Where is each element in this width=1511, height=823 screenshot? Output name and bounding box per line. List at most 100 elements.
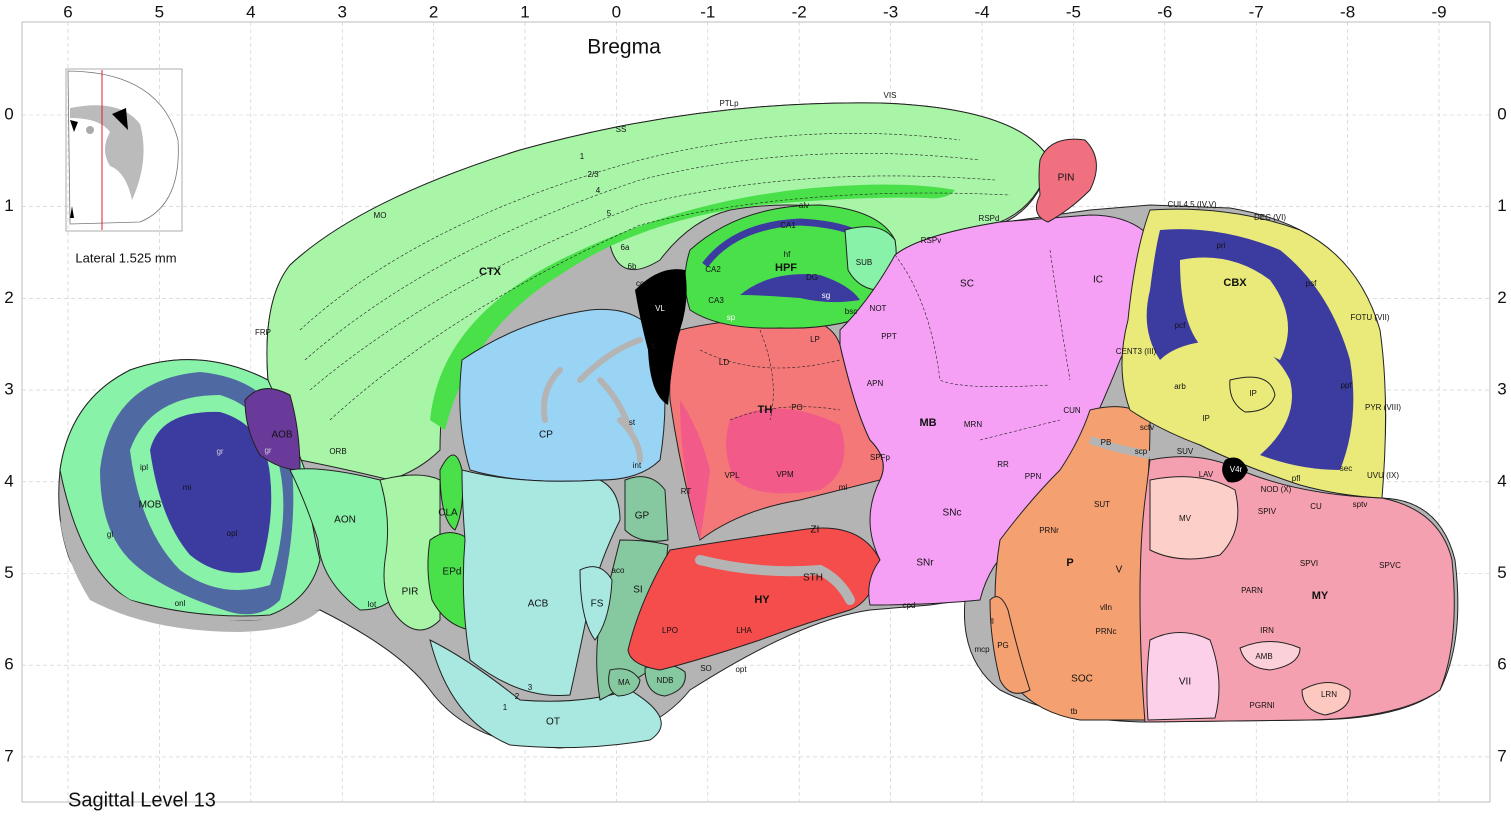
label-apn: APN bbox=[867, 379, 884, 388]
label-gl: gl bbox=[107, 530, 113, 539]
amb-region bbox=[1239, 641, 1301, 671]
label-nod: NOD (X) bbox=[1261, 485, 1292, 494]
left-axis-tick: 0 bbox=[4, 104, 13, 123]
label-hf: hf bbox=[784, 250, 791, 259]
label-sctv: sctv bbox=[1140, 423, 1154, 432]
label-soc: SOC bbox=[1071, 674, 1093, 685]
ma-region bbox=[608, 668, 641, 697]
label-sub: SUB bbox=[856, 258, 872, 267]
top-axis-tick: -4 bbox=[974, 2, 989, 21]
label-ppn: PPN bbox=[1025, 472, 1042, 481]
left-axis-tick: 4 bbox=[4, 471, 13, 490]
label-v4r: V4r bbox=[1230, 465, 1243, 474]
label-my: MY bbox=[1312, 590, 1329, 602]
left-axis-tick: 1 bbox=[4, 196, 13, 215]
ot-region bbox=[429, 639, 662, 749]
tract-and-layer-labels: SS MO FRP PTLp VIS RSPv RSPd 1 2/3 4 5 6… bbox=[107, 91, 1401, 716]
right-axis-tick: 1 bbox=[1497, 196, 1506, 215]
label-spvc: SPVC bbox=[1379, 561, 1401, 570]
top-axis-tick: 1 bbox=[520, 2, 529, 21]
label-lrn: LRN bbox=[1321, 690, 1337, 699]
label-pri: pri bbox=[1217, 241, 1226, 250]
label-ll: ll bbox=[990, 617, 994, 626]
label-fi: fi bbox=[651, 342, 655, 351]
label-ld: LD bbox=[719, 358, 729, 367]
label-gp: GP bbox=[635, 511, 650, 522]
right-axis-tick: 4 bbox=[1497, 471, 1506, 490]
label-ppf: ppf bbox=[1340, 381, 1352, 390]
label-cbx: CBX bbox=[1223, 277, 1247, 289]
left-axis-tick: 5 bbox=[4, 563, 13, 582]
top-axis-tick: 6 bbox=[63, 2, 72, 21]
top-axis-tick: -6 bbox=[1157, 2, 1172, 21]
label-hpf: HPF bbox=[775, 262, 797, 274]
label-lot: lot bbox=[368, 600, 377, 609]
label-irn: IRN bbox=[1260, 626, 1274, 635]
label-vii: VII bbox=[1179, 677, 1191, 688]
label-dg: DG bbox=[806, 273, 818, 282]
label-lav: LAV bbox=[1199, 470, 1214, 479]
label-aob: AOB bbox=[271, 430, 292, 441]
label-l23: 2/3 bbox=[587, 170, 599, 179]
label-mrn: MRN bbox=[964, 420, 982, 429]
right-axis: 0 1 2 3 4 5 6 7 bbox=[1497, 104, 1506, 765]
top-axis-tick: 4 bbox=[246, 2, 255, 21]
bregma-label: Bregma bbox=[587, 36, 661, 59]
fs-region bbox=[579, 566, 613, 641]
label-spvi: SPVI bbox=[1300, 559, 1318, 568]
label-ip2: IP bbox=[1202, 414, 1210, 423]
label-vl: VL bbox=[655, 304, 665, 313]
right-axis-tick: 0 bbox=[1497, 104, 1506, 123]
label-alv: alv bbox=[799, 201, 809, 210]
label-ss: SS bbox=[616, 125, 627, 134]
label-ptlp: PTLp bbox=[719, 99, 739, 108]
label-pir: PIR bbox=[402, 587, 419, 598]
label-prnc: PRNc bbox=[1096, 627, 1117, 636]
top-axis-tick: -5 bbox=[1066, 2, 1081, 21]
label-mi: mi bbox=[183, 483, 192, 492]
label-spfp: SPFp bbox=[870, 453, 891, 462]
label-pfl: pfl bbox=[1292, 474, 1301, 483]
mv-region bbox=[1149, 476, 1239, 560]
lateral-label: Lateral 1.525 mm bbox=[75, 250, 176, 265]
label-vpl: VPL bbox=[724, 471, 740, 480]
left-axis-tick: 7 bbox=[4, 746, 13, 765]
label-suv: SUV bbox=[1177, 447, 1194, 456]
label-ma: MA bbox=[618, 678, 631, 687]
label-mcp: mcp bbox=[974, 645, 990, 654]
label-po: PO bbox=[791, 403, 803, 412]
left-axis: 0 1 2 3 4 5 6 7 bbox=[4, 104, 13, 765]
label-fotu: FOTU (VII) bbox=[1350, 313, 1389, 322]
label-orb: ORB bbox=[329, 447, 346, 456]
acb-region bbox=[461, 469, 621, 697]
label-rspd: RSPd bbox=[979, 214, 1000, 223]
label-pgrnl: PGRNl bbox=[1250, 701, 1275, 710]
label-epd: EPd bbox=[443, 567, 462, 578]
label-mob: MOB bbox=[139, 500, 162, 511]
label-so: SO bbox=[700, 664, 712, 673]
label-rr: RR bbox=[997, 460, 1009, 469]
top-axis-tick: -7 bbox=[1249, 2, 1264, 21]
pin-region bbox=[1035, 138, 1097, 223]
label-lpo: LPO bbox=[662, 626, 678, 635]
label-gr: gr bbox=[216, 447, 223, 456]
label-v: V bbox=[1116, 565, 1123, 576]
label-ppt: PPT bbox=[881, 332, 897, 341]
label-pyr: PYR (VIII) bbox=[1365, 403, 1401, 412]
top-axis-tick: 0 bbox=[612, 2, 621, 21]
label-sc: SC bbox=[960, 279, 974, 290]
label-l6b: 6b bbox=[628, 262, 637, 271]
label-sec: sec bbox=[1340, 464, 1352, 473]
label-aco: aco bbox=[612, 566, 625, 575]
label-aon: AON bbox=[334, 515, 356, 526]
label-gr2: gr bbox=[264, 446, 271, 455]
label-l1: 1 bbox=[580, 152, 585, 161]
label-sg: sg bbox=[822, 291, 830, 300]
label-psf: psf bbox=[1306, 279, 1317, 288]
ip-region bbox=[1229, 376, 1276, 413]
label-ca1: CA1 bbox=[780, 221, 796, 230]
hy-region bbox=[627, 527, 881, 671]
label-sut: SUT bbox=[1094, 500, 1110, 509]
top-axis-tick: -3 bbox=[883, 2, 898, 21]
